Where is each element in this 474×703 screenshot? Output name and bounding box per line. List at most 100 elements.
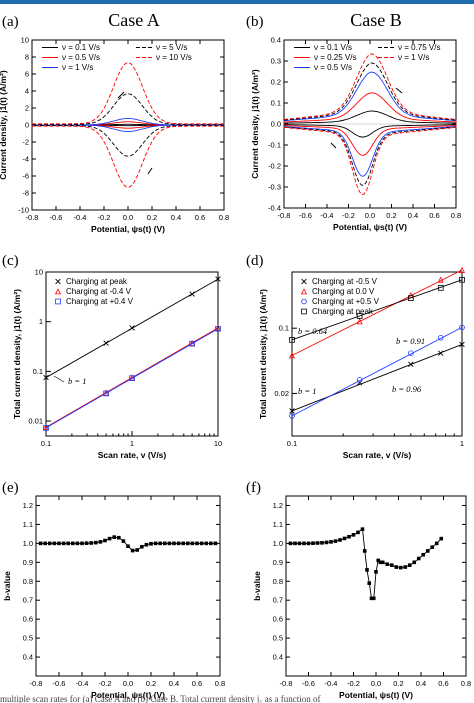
panel-label: (e) bbox=[2, 480, 19, 496]
b-value-point bbox=[80, 541, 84, 546]
x-tick-label: 0.2 bbox=[386, 211, 396, 220]
legend-label: ν = 1 V/s bbox=[398, 53, 429, 62]
b-value-point bbox=[306, 541, 311, 546]
data-point bbox=[43, 374, 49, 381]
b-value-point bbox=[369, 596, 374, 601]
b-value-point bbox=[297, 541, 302, 546]
x-tick-label: 1 bbox=[130, 439, 134, 448]
y-tick-label: -2 bbox=[22, 138, 29, 147]
legend-label: Charging at -0.4 V bbox=[66, 287, 132, 296]
data-point bbox=[438, 350, 444, 356]
y-tick-label: 0.3 bbox=[271, 57, 281, 66]
y-tick-label: 1.2 bbox=[23, 501, 33, 510]
sweep-arrow-up bbox=[117, 91, 125, 99]
b-value-point bbox=[107, 536, 112, 541]
y-tick-label: 10 bbox=[35, 268, 43, 277]
slope-annotation: b = 0.91 bbox=[396, 336, 425, 346]
b-value-point bbox=[98, 540, 103, 544]
cv-series-4 bbox=[31, 62, 225, 188]
y-tick-label: 0.02 bbox=[274, 389, 289, 398]
data-point bbox=[189, 340, 195, 347]
b-value-point bbox=[121, 539, 126, 543]
legend-marker bbox=[55, 278, 61, 285]
b-value-point bbox=[293, 541, 297, 546]
data-point bbox=[437, 285, 444, 291]
x-tick-label: -0.4 bbox=[321, 211, 334, 220]
y-tick-label: -0.1 bbox=[268, 141, 281, 150]
legend-label: ν = 0.25 V/s bbox=[314, 53, 356, 62]
y-tick-label: -0.4 bbox=[268, 204, 281, 213]
x-tick-label: -0.8 bbox=[30, 679, 43, 688]
panel-label: (a) bbox=[2, 14, 19, 30]
b-value-point bbox=[135, 548, 139, 552]
b-value-point bbox=[199, 541, 204, 546]
y-tick-label: 0.9 bbox=[23, 558, 33, 567]
data-point bbox=[103, 340, 109, 346]
y-tick-label: -0.3 bbox=[268, 183, 281, 192]
y-tick-label: 4 bbox=[25, 87, 29, 96]
b-value-point bbox=[351, 533, 356, 537]
x-tick-label: 0.8 bbox=[461, 679, 471, 688]
b-value-point bbox=[380, 560, 385, 565]
y-tick-label: 0.4 bbox=[273, 653, 283, 662]
b-value-point bbox=[416, 556, 421, 561]
panel-label: (c) bbox=[2, 253, 19, 269]
b-value-point bbox=[365, 568, 369, 572]
y-axis-label: Total current density, j1(t) (A/m²) bbox=[258, 289, 268, 419]
b-value-point bbox=[186, 541, 190, 546]
x-tick-label: 0.4 bbox=[169, 679, 179, 688]
legend-label: ν = 0.75 V/s bbox=[398, 43, 440, 52]
b-value-point bbox=[288, 541, 293, 546]
x-tick-label: -0.6 bbox=[302, 679, 315, 688]
b-value-point bbox=[66, 541, 70, 546]
data-point bbox=[289, 413, 295, 419]
slope-annotation: b = 1 bbox=[298, 386, 317, 396]
y-tick-label: -4 bbox=[22, 155, 29, 164]
annotation-leader bbox=[53, 375, 65, 383]
x-tick-label: 0.2 bbox=[146, 679, 156, 688]
legend-label: Charging at peak bbox=[312, 307, 374, 316]
b-value-point bbox=[398, 565, 403, 570]
figure-caption: multiple scan rates for (a) Case A and (… bbox=[0, 692, 474, 703]
b-value-point bbox=[315, 541, 320, 545]
legend-label: ν = 5 V/s bbox=[156, 43, 187, 52]
slope-annotation: b = 0.64 bbox=[298, 326, 328, 336]
b-value-point bbox=[407, 563, 412, 567]
legend-label: ν = 0.5 V/s bbox=[62, 53, 100, 62]
x-tick-label: -0.8 bbox=[26, 213, 39, 222]
y-tick-label: 6 bbox=[25, 70, 29, 79]
b-value-point bbox=[130, 548, 135, 553]
x-tick-label: -0.6 bbox=[53, 679, 66, 688]
x-axis-label: Potential, ψs(t) (V) bbox=[91, 690, 165, 700]
b-value-point bbox=[403, 565, 408, 569]
sweep-arrow-forward bbox=[395, 87, 403, 94]
b-value-point bbox=[48, 541, 52, 546]
x-tick-label: 0.0 bbox=[123, 213, 133, 222]
y-tick-label: 1.1 bbox=[273, 520, 283, 529]
b-value-point bbox=[347, 534, 351, 539]
data-point bbox=[459, 276, 465, 283]
plot-frame-4 bbox=[35, 495, 221, 677]
b-value-point bbox=[172, 541, 176, 546]
b-value-point bbox=[367, 581, 372, 585]
y-tick-label: 1.1 bbox=[23, 520, 33, 529]
legend-marker bbox=[301, 278, 307, 285]
y-tick-label: -10 bbox=[18, 206, 29, 215]
x-tick-label: 0.8 bbox=[215, 679, 225, 688]
x-tick-label: 0.1 bbox=[287, 439, 297, 448]
b-value-point bbox=[89, 541, 93, 545]
legend-marker bbox=[300, 288, 308, 295]
y-axis-label: Current density, j1(t) (A/m²) bbox=[250, 69, 260, 179]
x-axis-label: Potential, ψs(t) (V) bbox=[91, 224, 165, 234]
b-value-point bbox=[112, 535, 116, 539]
b-value-point bbox=[149, 541, 153, 546]
x-tick-label: -0.4 bbox=[325, 679, 338, 688]
x-tick-label: 0.4 bbox=[416, 679, 426, 688]
b-value-point bbox=[204, 541, 208, 546]
y-tick-label: 0.5 bbox=[23, 634, 33, 643]
data-point bbox=[289, 337, 295, 343]
b-value-point bbox=[94, 540, 98, 545]
data-point bbox=[103, 390, 109, 397]
b-value-point bbox=[43, 541, 47, 546]
y-tick-label: 0.01 bbox=[28, 417, 43, 426]
